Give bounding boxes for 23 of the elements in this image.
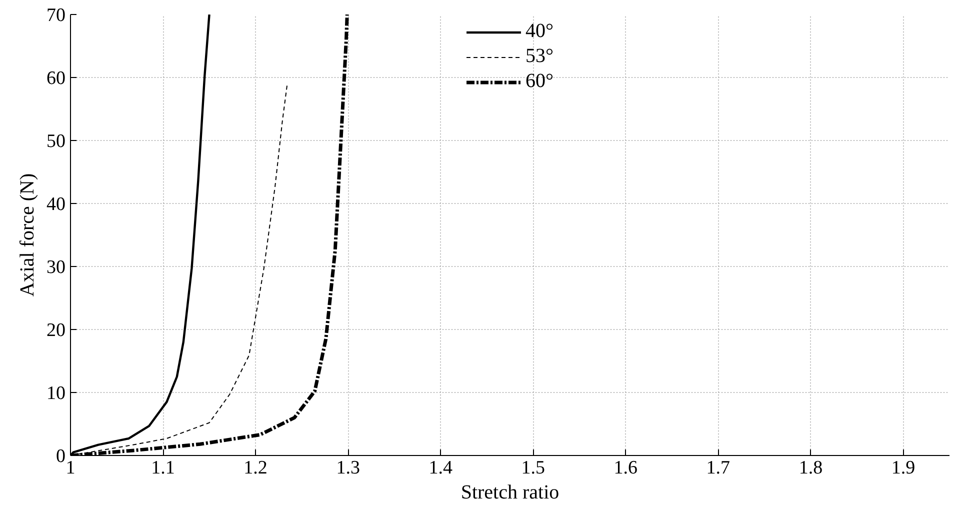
x-tick-label: 1.7 <box>706 458 730 478</box>
legend-label: 40° <box>526 20 554 43</box>
x-tick-label: 1.1 <box>151 458 175 478</box>
y-axis-title: Axial force (N) <box>16 173 38 297</box>
y-tick-label: 0 <box>56 446 66 467</box>
legend-label: 60° <box>526 70 554 93</box>
y-tick-label: 10 <box>46 383 66 404</box>
x-tick-label: 1.4 <box>428 458 453 478</box>
x-tick-label: 1.3 <box>336 458 360 478</box>
x-tick-label: 1.5 <box>521 458 546 478</box>
x-tick-label: 1.8 <box>798 458 823 478</box>
x-tick-label: 1 <box>66 458 76 478</box>
x-tick-label: 1.9 <box>891 458 916 478</box>
y-tick-label: 40 <box>46 194 66 215</box>
y-tick-label: 50 <box>46 131 66 152</box>
x-tick-label: 1.6 <box>614 458 638 478</box>
x-tick-label: 1.2 <box>244 458 268 478</box>
y-tick-label: 70 <box>46 5 66 26</box>
x-axis-title: Stretch ratio <box>460 482 560 504</box>
y-tick-label: 60 <box>46 68 66 89</box>
y-tick-label: 20 <box>46 320 66 341</box>
y-tick-label: 30 <box>46 257 66 278</box>
legend-label: 53° <box>526 45 554 68</box>
